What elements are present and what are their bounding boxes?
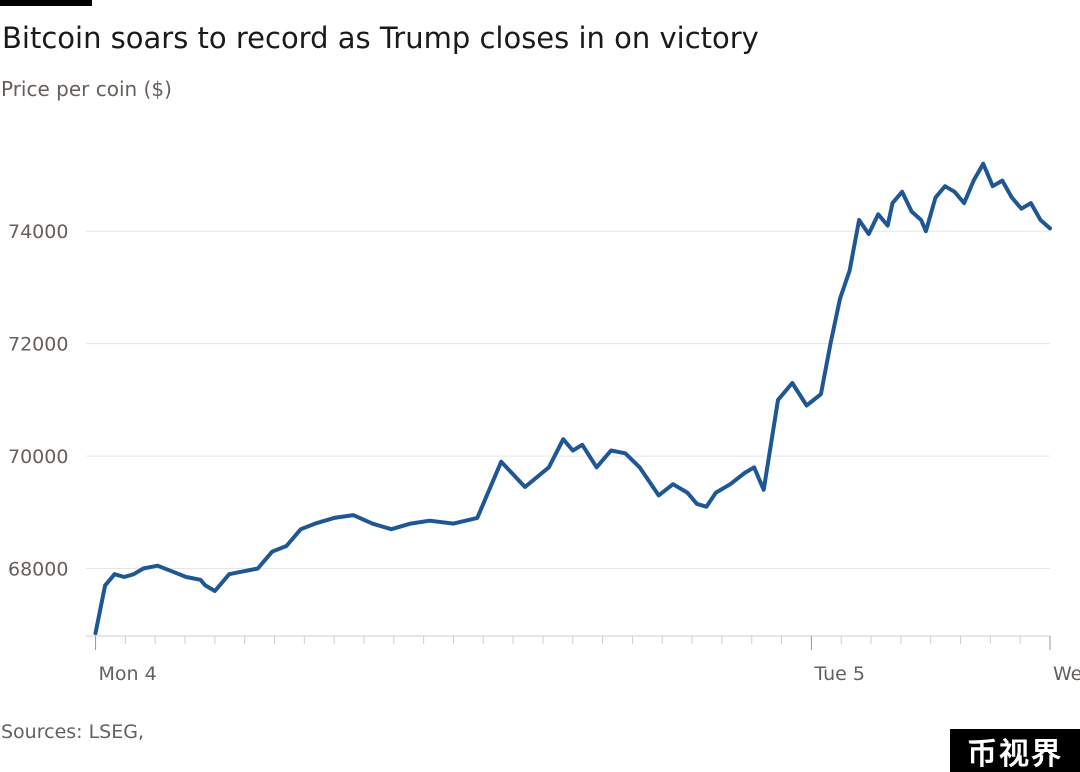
y-axis-ticks: 68000 70000 72000 74000 bbox=[8, 221, 68, 580]
y-tick-label: 72000 bbox=[8, 334, 68, 356]
gridlines bbox=[86, 230, 1050, 570]
x-tick-label: Wed 6 bbox=[1053, 663, 1080, 685]
series-group bbox=[93, 161, 1052, 636]
watermark-logo: 币视界 bbox=[950, 729, 1080, 772]
x-tick-label: Mon 4 bbox=[99, 663, 157, 685]
chart-subtitle: Price per coin ($) bbox=[1, 77, 172, 101]
source-note: Sources: LSEG, bbox=[1, 721, 145, 743]
brand-top-bar bbox=[0, 0, 92, 6]
x-axis: Mon 4 Tue 5 Wed 6 bbox=[86, 635, 1080, 685]
series-line-0 bbox=[93, 161, 1052, 636]
chart-title: Bitcoin soars to record as Trump closes … bbox=[2, 21, 759, 55]
x-tick-label: Tue 5 bbox=[813, 663, 865, 685]
y-tick-label: 74000 bbox=[8, 221, 68, 243]
y-tick-label: 70000 bbox=[8, 446, 68, 468]
y-tick-label: 68000 bbox=[8, 559, 68, 581]
